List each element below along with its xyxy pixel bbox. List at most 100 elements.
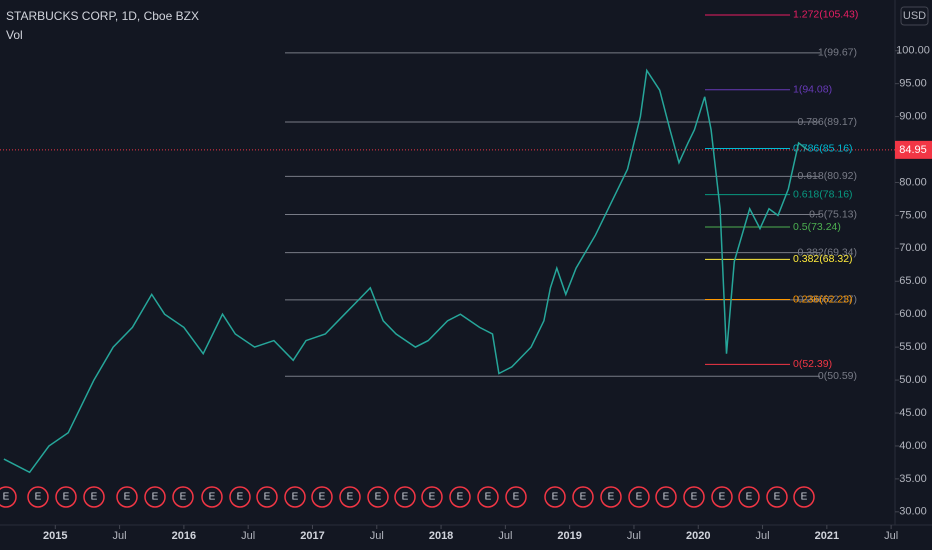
y-tick-label: 50.00: [899, 374, 927, 386]
earnings-marker: [711, 486, 733, 508]
y-tick-label: 75.00: [899, 209, 927, 221]
earnings-marker: [421, 486, 443, 508]
x-tick-label: 2018: [429, 530, 453, 542]
fib-label: 0(52.39): [793, 358, 832, 370]
fib-label: 1(99.67): [818, 47, 857, 59]
earnings-marker: [477, 486, 499, 508]
earnings-label: E: [691, 492, 698, 503]
earnings-label: E: [209, 492, 216, 503]
earnings-marker: [284, 486, 306, 508]
earnings-label: E: [375, 492, 382, 503]
fib-label: 0.786(85.16): [793, 142, 853, 154]
fib-label: 0.618(80.92): [797, 170, 857, 182]
y-tick-label: 80.00: [899, 176, 927, 188]
currency-button[interactable]: [900, 6, 929, 26]
x-tick-label: 2016: [172, 530, 196, 542]
earnings-label: E: [429, 492, 436, 503]
y-tick-label: 45.00: [899, 407, 927, 419]
x-tick-label: 2021: [815, 530, 839, 542]
earnings-label: E: [746, 492, 753, 503]
earnings-marker: [793, 486, 815, 508]
earnings-marker: [367, 486, 389, 508]
earnings-label: E: [719, 492, 726, 503]
fib-label: 1.272(105.43): [793, 9, 858, 21]
fib-label: 0.382(68.32): [793, 253, 853, 265]
last-price-tag: [895, 140, 932, 159]
earnings-marker: [683, 486, 705, 508]
y-tick-label: 100.00: [896, 45, 930, 57]
earnings-label: E: [801, 492, 808, 503]
x-tick-label: Jul: [370, 530, 384, 542]
earnings-marker: [116, 486, 138, 508]
y-tick-label: 90.00: [899, 110, 927, 122]
price-line: [3, 68, 809, 474]
earnings-marker: [572, 486, 594, 508]
earnings-marker: [172, 486, 194, 508]
earnings-label: E: [608, 492, 615, 503]
volume-label: Vol: [6, 28, 23, 42]
earnings-label: E: [152, 492, 159, 503]
earnings-marker: [505, 486, 527, 508]
earnings-marker: [738, 486, 760, 508]
fib-label: 0.5(75.13): [809, 208, 857, 220]
earnings-label: E: [292, 492, 299, 503]
earnings-label: E: [552, 492, 559, 503]
x-tick-label: Jul: [756, 530, 770, 542]
earnings-marker: [229, 486, 251, 508]
currency-text[interactable]: USD: [903, 10, 926, 22]
earnings-label: E: [580, 492, 587, 503]
earnings-label: E: [513, 492, 520, 503]
earnings-marker: [144, 486, 166, 508]
earnings-label: E: [91, 492, 98, 503]
x-tick-label: 2019: [557, 530, 581, 542]
chart-title: STARBUCKS CORP, 1D, Cboe BZX: [6, 9, 199, 23]
earnings-marker: [256, 486, 278, 508]
earnings-marker: [83, 486, 105, 508]
earnings-label: E: [402, 492, 409, 503]
fib-label: 0.382(69.34): [797, 246, 857, 258]
earnings-marker: [394, 486, 416, 508]
x-tick-label: Jul: [241, 530, 255, 542]
x-tick-label: Jul: [627, 530, 641, 542]
y-tick-label: 30.00: [899, 506, 927, 518]
earnings-marker: [655, 486, 677, 508]
fib-label: 1(94.08): [793, 83, 832, 95]
earnings-label: E: [774, 492, 781, 503]
earnings-marker: [201, 486, 223, 508]
earnings-marker: [311, 486, 333, 508]
fib-label: 0.236(62.23): [793, 293, 853, 305]
earnings-label: E: [180, 492, 187, 503]
earnings-label: E: [124, 492, 131, 503]
y-tick-label: 35.00: [899, 473, 927, 485]
y-tick-label: 65.00: [899, 275, 927, 287]
x-tick-label: 2015: [43, 530, 67, 542]
y-tick-label: 95.00: [899, 78, 927, 90]
earnings-marker: [27, 486, 49, 508]
earnings-label: E: [347, 492, 354, 503]
earnings-marker: [449, 486, 471, 508]
x-tick-label: Jul: [113, 530, 127, 542]
earnings-label: E: [319, 492, 326, 503]
y-tick-label: 55.00: [899, 341, 927, 353]
x-tick-label: Jul: [498, 530, 512, 542]
earnings-marker: [628, 486, 650, 508]
y-tick-label: 40.00: [899, 440, 927, 452]
earnings-marker: [766, 486, 788, 508]
last-price-label: 84.95: [899, 144, 927, 156]
x-tick-label: Jul: [884, 530, 898, 542]
fib-label: 0.5(73.24): [793, 221, 841, 233]
x-tick-label: 2020: [686, 530, 710, 542]
earnings-marker: [55, 486, 77, 508]
earnings-marker: [600, 486, 622, 508]
earnings-label: E: [35, 492, 42, 503]
earnings-label: E: [663, 492, 670, 503]
earnings-label: E: [264, 492, 271, 503]
x-tick-label: 2017: [300, 530, 324, 542]
earnings-label: E: [485, 492, 492, 503]
earnings-marker: [339, 486, 361, 508]
earnings-label: E: [63, 492, 70, 503]
fib-label: 0.236(62.17): [797, 294, 857, 306]
